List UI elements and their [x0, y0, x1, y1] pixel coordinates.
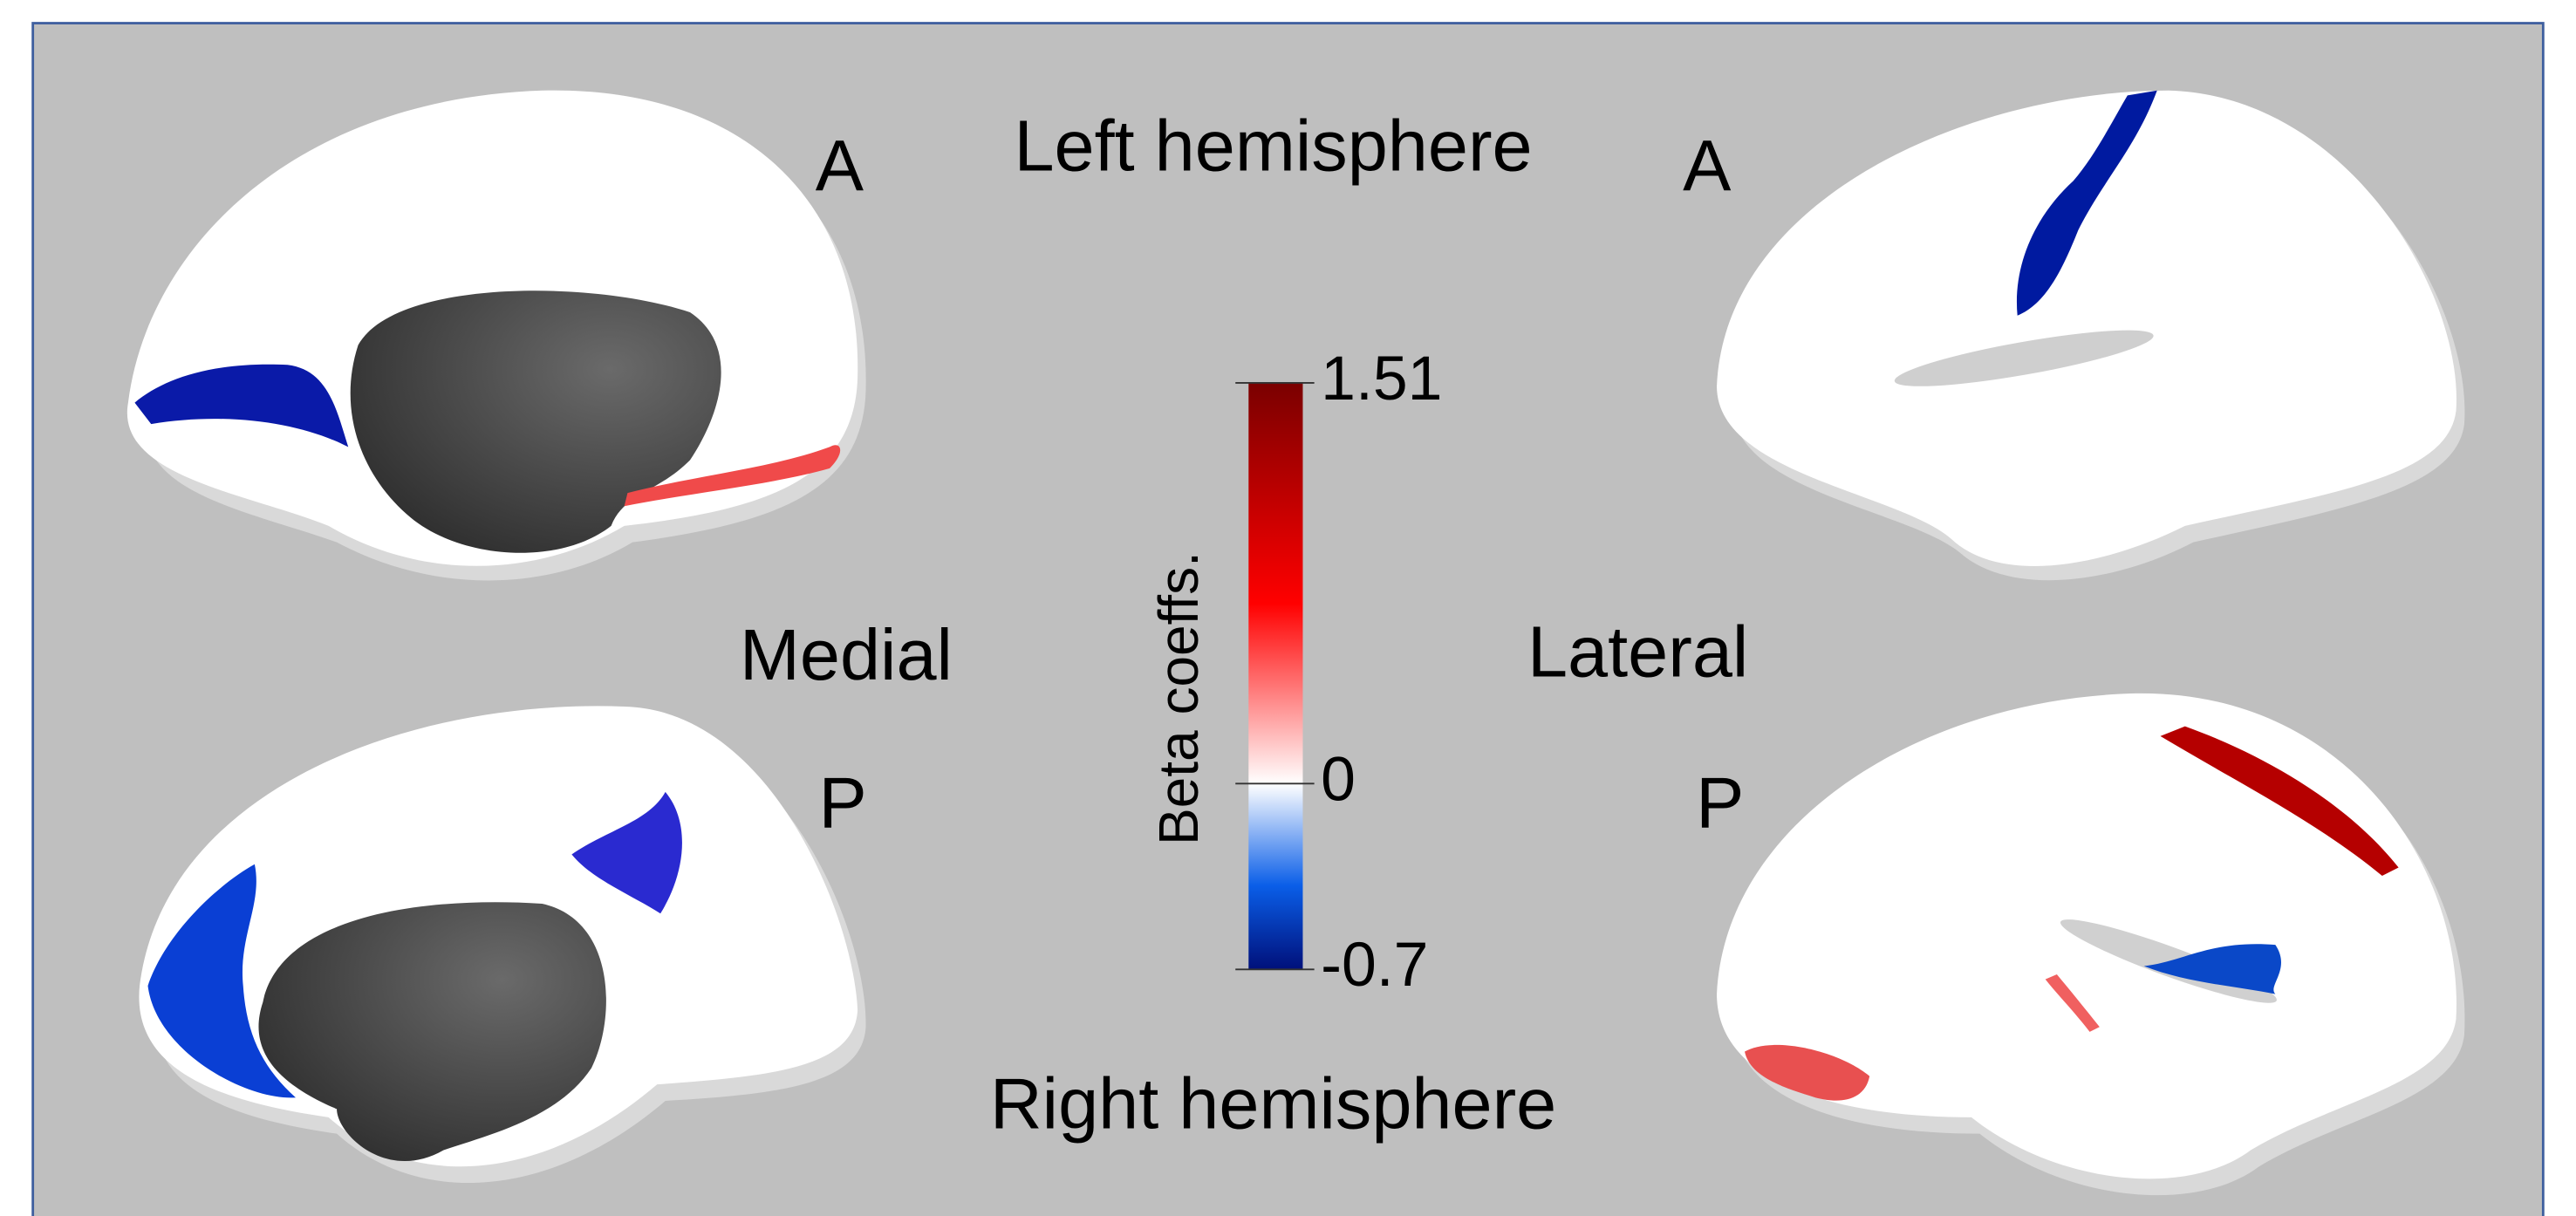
- page: Left hemisphere Right hemisphere Medial …: [0, 0, 2576, 1216]
- hemisphere-label: Left hemisphere: [1014, 105, 1532, 186]
- view-label: Lateral: [1527, 611, 1748, 692]
- hemisphere-label: Right hemisphere: [990, 1062, 1556, 1144]
- colorbar-label: Beta coeffs.: [1147, 551, 1210, 845]
- colorbar-tick-label: 1.51: [1321, 344, 1442, 413]
- orientation-label: A: [1683, 125, 1732, 206]
- orientation-label: P: [1696, 762, 1744, 844]
- view-label: Medial: [740, 614, 953, 695]
- colorbar-gradient: [1248, 383, 1302, 969]
- orientation-label: A: [816, 125, 864, 206]
- figure: Left hemisphere Right hemisphere Medial …: [0, 0, 2576, 1216]
- colorbar-tick-label: 0: [1321, 744, 1356, 814]
- colorbar-tick-label: -0.7: [1321, 930, 1428, 1000]
- orientation-label: P: [818, 762, 866, 844]
